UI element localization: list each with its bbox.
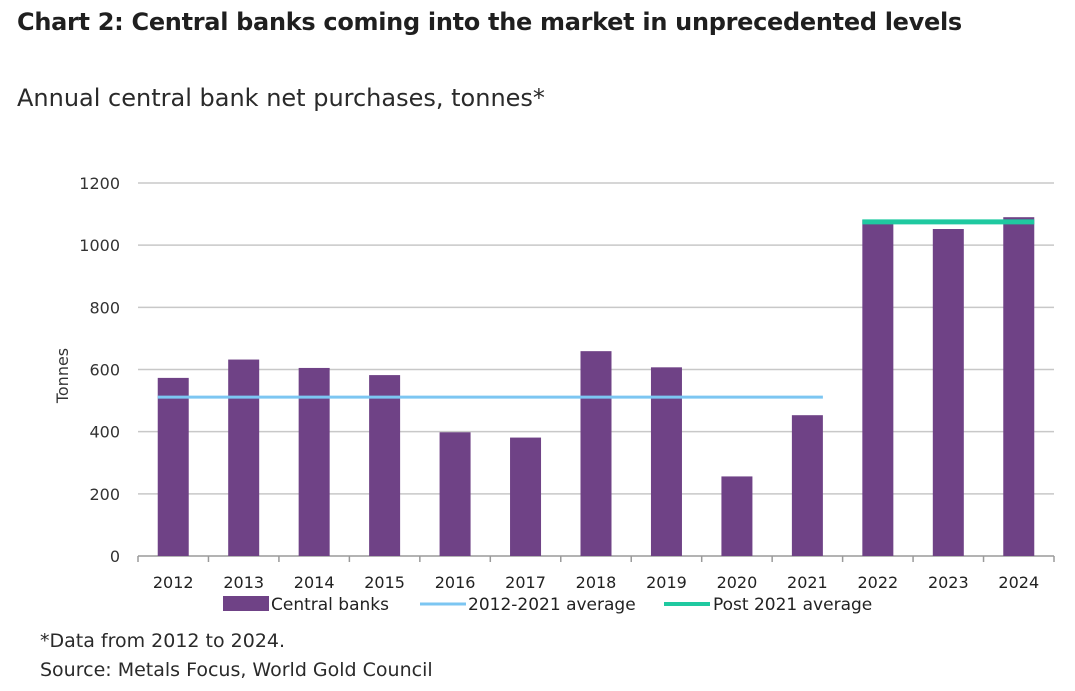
x-tick-label: 2016 [435,573,476,592]
x-tick-label: 2019 [646,573,687,592]
legend-label-2012-2021-average: 2012-2021 average [468,595,636,615]
bar-2019 [650,367,682,556]
bar-2015 [369,375,401,556]
bar-2020 [721,476,753,556]
x-tick-label: 2021 [787,573,828,592]
x-tick-label: 2022 [857,573,898,592]
x-tick-label: 2015 [364,573,405,592]
footnote: *Data from 2012 to 2024. [40,630,286,652]
x-tick-label: 2020 [717,573,758,592]
y-tick-label: 1200 [79,174,120,193]
bar-2013 [228,359,260,556]
legend-label-central-banks: Central banks [271,595,389,615]
y-tick-label: 200 [89,485,120,504]
bar-2016 [439,432,471,556]
y-axis-title: Tonnes [53,348,72,404]
x-tick-label: 2013 [223,573,264,592]
x-tick-label: 2012 [153,573,194,592]
source-note: Source: Metals Focus, World Gold Council [40,659,433,681]
bar-2012 [157,377,189,556]
legend-swatch-central-banks [223,596,269,611]
bar-2018 [580,351,612,556]
bar-2014 [298,367,330,556]
bar-2021 [791,415,823,556]
bar-2017 [510,437,542,556]
y-tick-label: 0 [110,547,120,566]
x-tick-label: 2017 [505,573,546,592]
legend-label-post-2021-average: Post 2021 average [713,595,872,615]
x-tick-label: 2023 [928,573,969,592]
chart-title: Chart 2: Central banks coming into the m… [17,8,962,36]
y-tick-label: 400 [89,423,120,442]
bar-2024 [1003,217,1035,557]
y-tick-label: 600 [89,361,120,380]
x-tick-label: 2024 [998,573,1039,592]
chart-subtitle: Annual central bank net purchases, tonne… [17,84,545,112]
x-tick-label: 2014 [294,573,335,592]
x-tick-label: 2018 [576,573,617,592]
y-tick-label: 1000 [79,236,120,255]
y-tick-label: 800 [89,298,120,317]
bar-2023 [932,229,964,556]
bar-2022 [862,219,894,556]
